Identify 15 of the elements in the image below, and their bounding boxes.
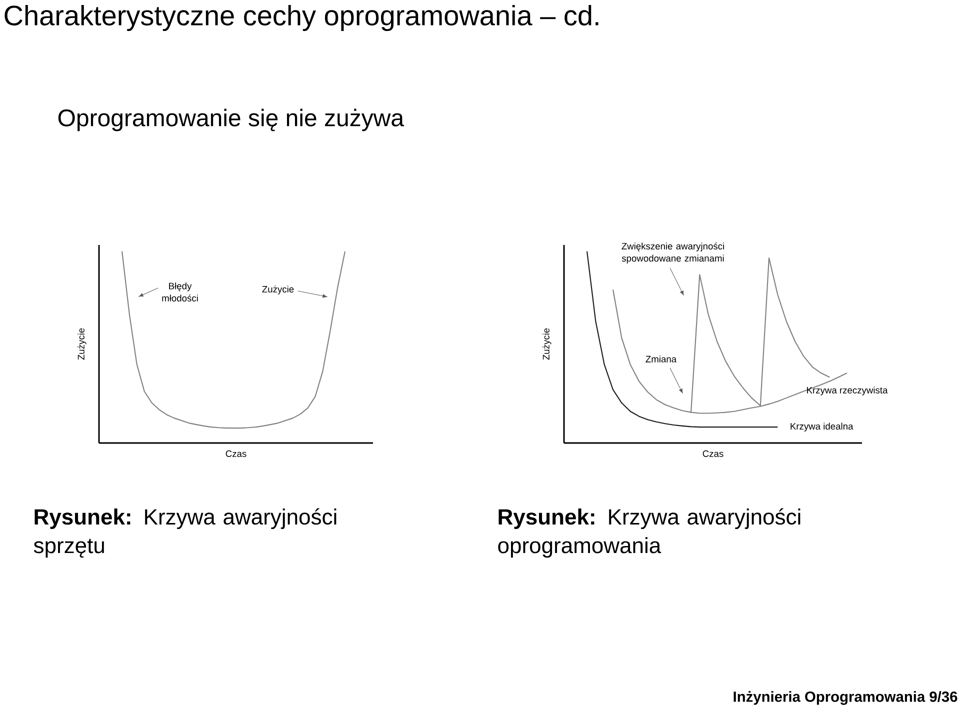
y-axis-title: Zużycie: [542, 328, 552, 360]
y-axis-title: Zużycie: [78, 328, 86, 360]
annotation: Błędy młodości: [162, 282, 198, 302]
x-axis-title: Czas: [226, 450, 246, 457]
annotation: Zwiększenie awaryjności spowodowane zmianami: [622, 242, 724, 264]
text: Rysunek: Krzywa awaryjności oprogramowania: [498, 508, 800, 558]
annotation: Zużycie: [262, 286, 294, 294]
text: Rysunek: Krzywa awaryjności sprzętu: [34, 508, 336, 558]
annotation: Zmiana: [646, 356, 677, 362]
series-label: Krzywa idealna: [790, 422, 854, 432]
text: Inżynieria Oprogramowania 9/36: [734, 691, 958, 705]
series-label: Krzywa rzeczywista: [807, 386, 888, 396]
x-axis-title: Czas: [702, 450, 724, 457]
chart-subtitle: Oprogramowanie się nie zużywa: [58, 108, 404, 132]
chart-title: Charakterystyczne cechy oprogramowania – cd.: [4, 4, 598, 32]
